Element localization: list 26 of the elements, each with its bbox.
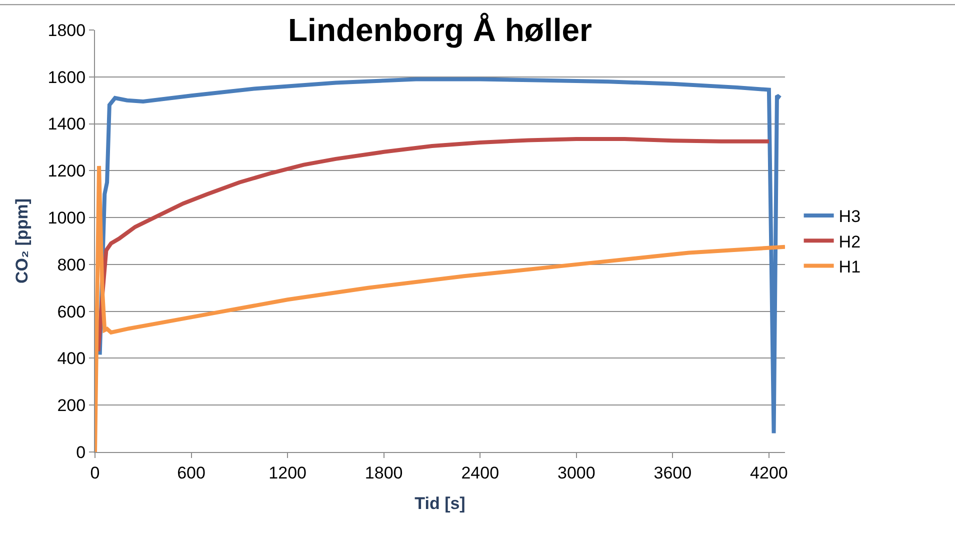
y-tick-label: 600 (57, 302, 86, 322)
y-tick-label: 1600 (48, 68, 86, 87)
y-tick-label: 200 (57, 396, 86, 416)
x-tick-label: 4200 (750, 463, 788, 482)
line-series (96, 137, 771, 354)
y-axis-title: CO₂ [ppm] (12, 198, 32, 284)
x-tick-label: 0 (90, 463, 100, 482)
legend-label: H1 (838, 257, 861, 276)
x-tick-label: 1200 (268, 463, 306, 482)
y-tick-label: 1200 (48, 162, 86, 181)
chart-title: Lindenborg Å høller (288, 12, 592, 48)
y-tick-label: 400 (57, 349, 86, 368)
y-tick-label: 1800 (48, 20, 86, 40)
line-series (98, 77, 782, 436)
x-axis-title: Tid [s] (414, 494, 466, 513)
x-tick-label: 3000 (557, 463, 596, 482)
y-tick-label: 800 (57, 255, 86, 274)
legend-label: H2 (838, 232, 861, 252)
y-tick-label: 1400 (48, 114, 86, 134)
x-tick-label: 600 (177, 463, 206, 482)
x-tick-label: 3600 (654, 463, 692, 482)
x-tick-label: 1800 (364, 463, 403, 482)
legend-label: H3 (838, 207, 861, 226)
x-tick-label: 2400 (461, 463, 500, 482)
y-tick-label: 0 (76, 442, 86, 462)
y-tick-label: 1000 (48, 208, 86, 228)
